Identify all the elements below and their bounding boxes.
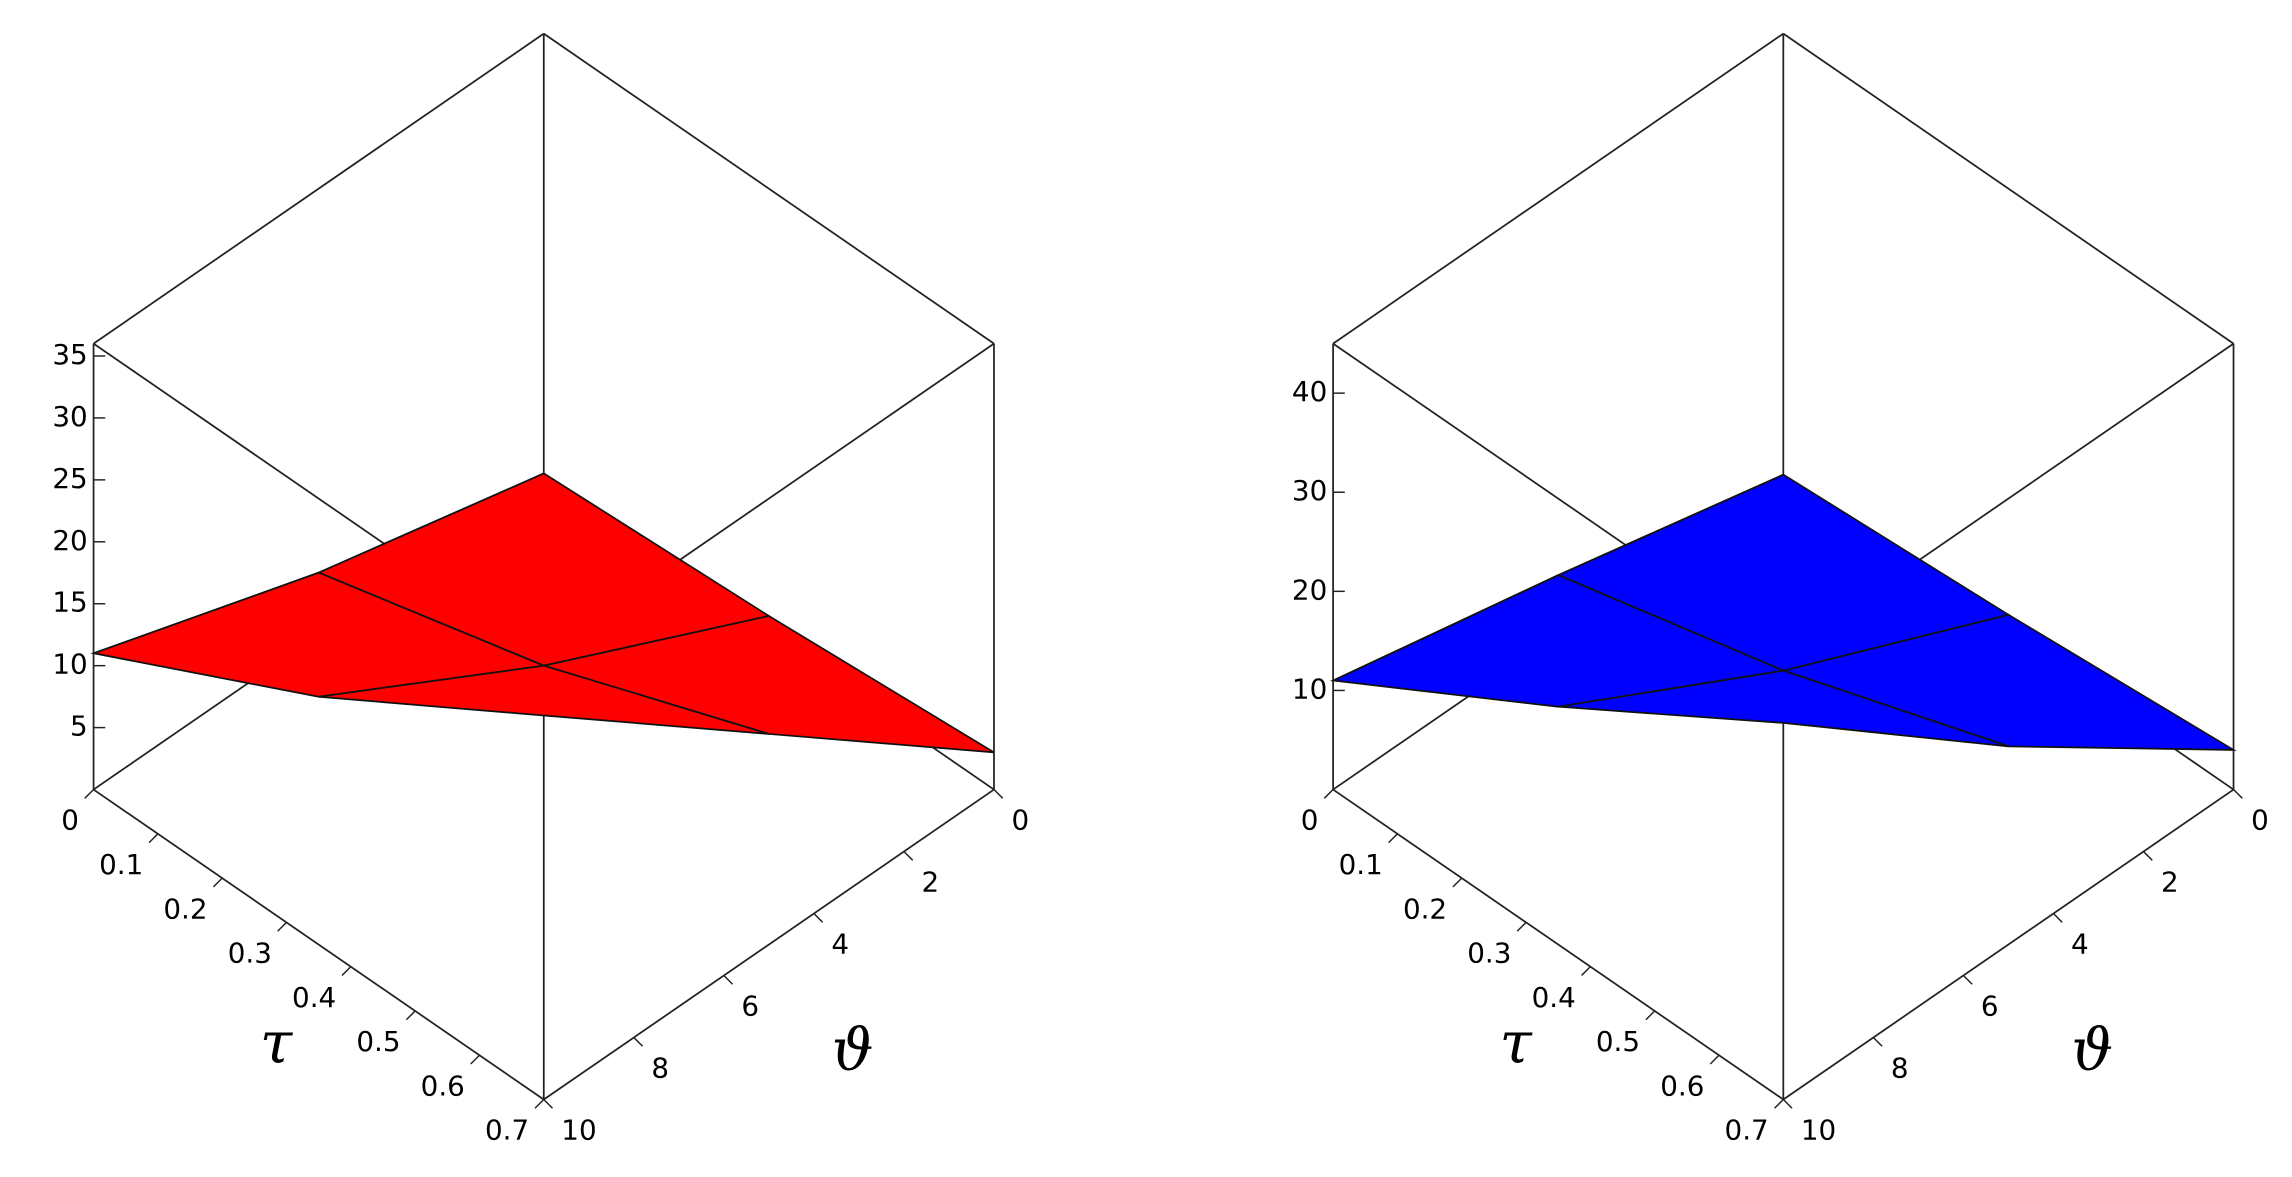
x-tick-label: 0 (1301, 804, 1319, 837)
y-tick (2142, 851, 2153, 861)
x-tick (341, 966, 352, 976)
x-tick-label: 0.7 (1725, 1114, 1769, 1147)
surface-patch (318, 664, 770, 735)
x-tick-label: 0.4 (1532, 981, 1576, 1014)
y-tick-label: 0 (2251, 804, 2269, 837)
y-tick (1782, 1098, 1793, 1109)
y-tick (633, 1036, 644, 1047)
x-tick-label: 0.1 (99, 848, 143, 881)
x-tick (1388, 833, 1398, 844)
z-tick-label: 40 (1292, 375, 1327, 408)
x-tick-label: 0.1 (1339, 848, 1383, 881)
box-edge (1332, 788, 1784, 1101)
y-tick-label: 10 (1801, 1114, 1836, 1147)
x-tick-label: 0.2 (163, 892, 207, 925)
x-tick (1645, 1010, 1656, 1021)
x-axis-label: τ (260, 1009, 294, 1077)
x-tick (470, 1054, 480, 1065)
y-tick (723, 975, 734, 985)
y-tick (2233, 789, 2243, 799)
x-tick-label: 0 (61, 804, 79, 837)
z-tick-label: 25 (52, 462, 87, 495)
z-tick-label: 10 (1292, 672, 1327, 705)
y-tick-label: 2 (921, 866, 939, 899)
y-tick (1962, 975, 1973, 985)
x-tick (148, 833, 159, 844)
z-tick-label: 35 (52, 338, 87, 371)
z-tick-label: 20 (1292, 573, 1327, 606)
x-axis-label: τ (1499, 1009, 1533, 1077)
y-tick-label: 0 (1012, 804, 1030, 837)
x-tick (1581, 966, 1591, 976)
z-tick-label: 30 (1292, 474, 1327, 507)
z-tick-label: 10 (52, 648, 87, 681)
x-tick-label: 0.5 (1596, 1025, 1640, 1058)
y-tick (813, 913, 824, 923)
y-tick-label: 4 (831, 928, 849, 961)
y-tick (543, 1098, 554, 1109)
x-tick (84, 789, 95, 799)
z-tick-label: 20 (52, 524, 87, 557)
x-tick (1452, 877, 1463, 888)
x-tick-label: 0.6 (1660, 1069, 1704, 1102)
y-tick (903, 851, 914, 861)
y-tick-label: 8 (651, 1052, 669, 1085)
x-tick-label: 0.5 (356, 1025, 400, 1058)
z-tick-label: 15 (52, 586, 87, 619)
y-tick-label: 10 (561, 1114, 596, 1147)
x-tick-label: 0.4 (292, 981, 336, 1014)
x-tick (1516, 921, 1527, 932)
x-tick-label: 0.7 (485, 1114, 529, 1147)
x-tick-label: 0.3 (1467, 937, 1511, 970)
x-tick (1774, 1098, 1784, 1109)
box-edge (93, 32, 545, 345)
box-edge (1332, 32, 1784, 345)
y-tick-label: 8 (1891, 1052, 1909, 1085)
z-tick-label: 30 (52, 400, 87, 433)
y-tick (1872, 1036, 1883, 1047)
y-axis-label: ϑ (2071, 1016, 2113, 1084)
x-tick (405, 1010, 416, 1021)
box-edge (543, 32, 995, 345)
y-tick (993, 789, 1004, 799)
y-tick-label: 6 (1981, 990, 1999, 1023)
y-tick (2052, 913, 2063, 923)
x-tick-label: 0.3 (228, 937, 272, 970)
y-tick-label: 4 (2071, 928, 2089, 961)
x-tick (1323, 789, 1334, 799)
x-tick (1709, 1054, 1720, 1065)
z-tick-label: 5 (70, 710, 88, 743)
box-edge (1782, 32, 2235, 345)
box-edge (543, 788, 995, 1101)
surface-patch (1558, 669, 2009, 748)
y-tick-label: 6 (741, 990, 759, 1023)
x-tick-label: 0.6 (421, 1069, 465, 1102)
box-edge (1782, 788, 2235, 1101)
x-tick-label: 0.2 (1403, 892, 1447, 925)
x-tick (534, 1098, 545, 1109)
y-axis-label: ϑ (832, 1016, 874, 1084)
y-tick-label: 2 (2161, 866, 2179, 899)
x-tick (212, 877, 223, 888)
box-edge (93, 788, 545, 1101)
x-tick (277, 921, 288, 932)
